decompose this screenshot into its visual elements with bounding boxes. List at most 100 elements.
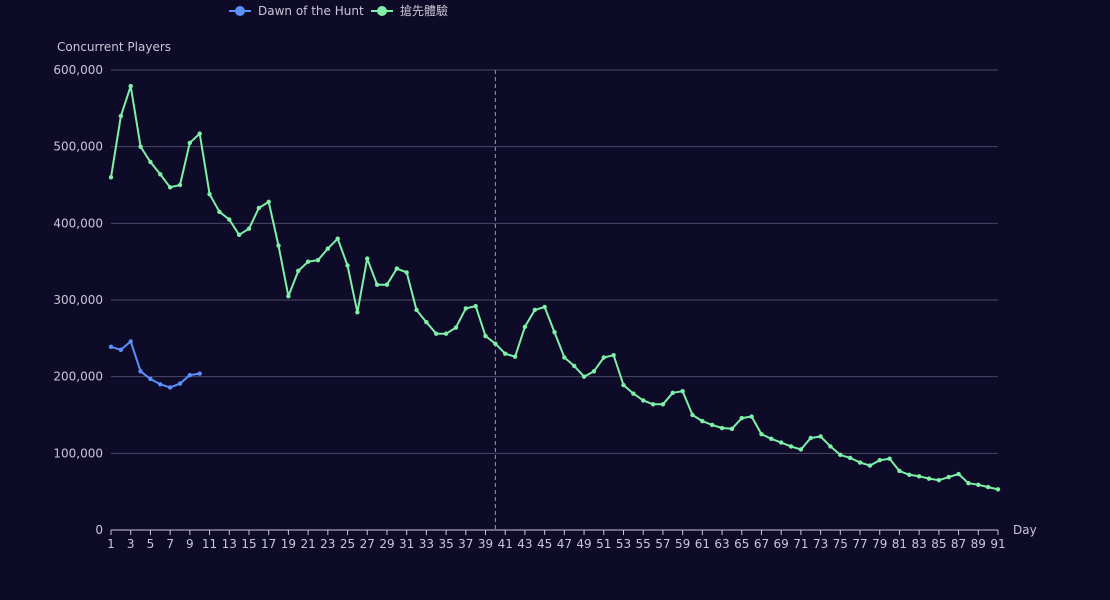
data-point[interactable]: [236, 232, 242, 238]
data-point[interactable]: [473, 303, 478, 309]
data-point[interactable]: [828, 444, 833, 449]
data-point[interactable]: [483, 333, 488, 339]
data-point[interactable]: [660, 402, 666, 407]
data-point[interactable]: [138, 369, 143, 374]
data-point[interactable]: [355, 310, 360, 315]
data-point[interactable]: [158, 172, 163, 177]
data-point[interactable]: [985, 484, 991, 490]
data-point[interactable]: [680, 389, 685, 394]
data-point[interactable]: [562, 355, 567, 360]
data-point[interactable]: [158, 382, 163, 387]
data-point[interactable]: [384, 282, 390, 287]
data-point[interactable]: [808, 435, 813, 441]
data-point[interactable]: [769, 436, 774, 441]
data-point[interactable]: [207, 192, 212, 197]
data-point[interactable]: [217, 209, 222, 215]
data-point[interactable]: [956, 471, 961, 477]
data-point[interactable]: [197, 371, 202, 376]
data-point[interactable]: [296, 268, 301, 274]
data-point[interactable]: [246, 226, 252, 231]
data-point[interactable]: [857, 460, 863, 465]
data-point[interactable]: [759, 431, 764, 437]
data-point[interactable]: [424, 320, 429, 325]
data-point[interactable]: [650, 402, 656, 407]
data-point[interactable]: [897, 468, 902, 474]
data-point[interactable]: [936, 477, 942, 483]
data-point[interactable]: [187, 140, 193, 146]
data-point[interactable]: [177, 182, 183, 188]
data-point[interactable]: [690, 412, 695, 418]
data-point[interactable]: [522, 324, 528, 330]
data-point[interactable]: [916, 474, 922, 479]
data-point[interactable]: [138, 144, 143, 149]
data-point[interactable]: [128, 339, 133, 344]
data-point[interactable]: [365, 256, 370, 261]
data-point[interactable]: [788, 444, 794, 449]
data-point[interactable]: [128, 83, 133, 89]
data-point[interactable]: [374, 282, 380, 287]
legend-item-early-access[interactable]: 搶先體驗: [371, 3, 448, 18]
data-point[interactable]: [512, 354, 518, 359]
data-point[interactable]: [227, 217, 232, 222]
data-point[interactable]: [276, 243, 281, 248]
data-point[interactable]: [641, 398, 646, 403]
data-point[interactable]: [177, 381, 183, 386]
data-point[interactable]: [256, 205, 262, 211]
data-point[interactable]: [749, 414, 754, 419]
data-point[interactable]: [315, 257, 321, 263]
data-point[interactable]: [995, 487, 1001, 492]
data-point[interactable]: [670, 390, 675, 395]
data-point[interactable]: [532, 307, 537, 313]
data-point[interactable]: [631, 391, 636, 396]
data-point[interactable]: [847, 455, 853, 461]
legend-item-dawn-of-the-hunt[interactable]: Dawn of the Hunt: [229, 4, 364, 18]
data-point[interactable]: [167, 385, 173, 390]
data-point[interactable]: [286, 293, 291, 299]
data-point[interactable]: [345, 263, 350, 268]
data-point[interactable]: [729, 426, 735, 431]
data-point[interactable]: [700, 418, 705, 424]
data-point[interactable]: [394, 266, 400, 271]
data-point[interactable]: [503, 351, 508, 356]
data-point[interactable]: [907, 472, 912, 477]
data-point[interactable]: [434, 331, 439, 336]
data-point[interactable]: [778, 440, 784, 445]
data-point[interactable]: [601, 355, 606, 360]
data-point[interactable]: [946, 474, 951, 480]
data-point[interactable]: [581, 374, 587, 379]
data-point[interactable]: [552, 330, 557, 335]
data-point[interactable]: [453, 325, 459, 330]
data-point[interactable]: [167, 185, 173, 190]
data-point[interactable]: [887, 456, 892, 461]
data-point[interactable]: [148, 159, 153, 165]
data-point[interactable]: [966, 481, 971, 486]
data-point[interactable]: [926, 476, 932, 481]
data-point[interactable]: [867, 463, 873, 468]
data-point[interactable]: [818, 434, 823, 439]
data-point[interactable]: [591, 369, 597, 374]
series-line-0[interactable]: [110, 340, 200, 389]
data-point[interactable]: [187, 372, 193, 378]
data-point[interactable]: [197, 131, 202, 136]
data-point[interactable]: [118, 113, 124, 119]
data-point[interactable]: [305, 259, 311, 264]
data-point[interactable]: [414, 307, 419, 313]
legend[interactable]: Dawn of the Hunt 搶先體驗: [229, 3, 448, 18]
data-point[interactable]: [266, 199, 271, 205]
data-point[interactable]: [463, 306, 468, 311]
data-point[interactable]: [148, 376, 153, 382]
data-point[interactable]: [572, 363, 577, 369]
data-point[interactable]: [493, 341, 498, 346]
data-point[interactable]: [108, 344, 114, 349]
data-point[interactable]: [443, 331, 449, 336]
data-point[interactable]: [325, 246, 331, 251]
data-point[interactable]: [108, 175, 114, 180]
data-point[interactable]: [621, 382, 626, 388]
data-point[interactable]: [404, 270, 409, 275]
data-point[interactable]: [739, 415, 744, 421]
data-point[interactable]: [798, 447, 804, 452]
data-point[interactable]: [719, 425, 725, 431]
data-point[interactable]: [542, 304, 547, 310]
data-point[interactable]: [118, 347, 124, 353]
data-point[interactable]: [976, 482, 981, 487]
